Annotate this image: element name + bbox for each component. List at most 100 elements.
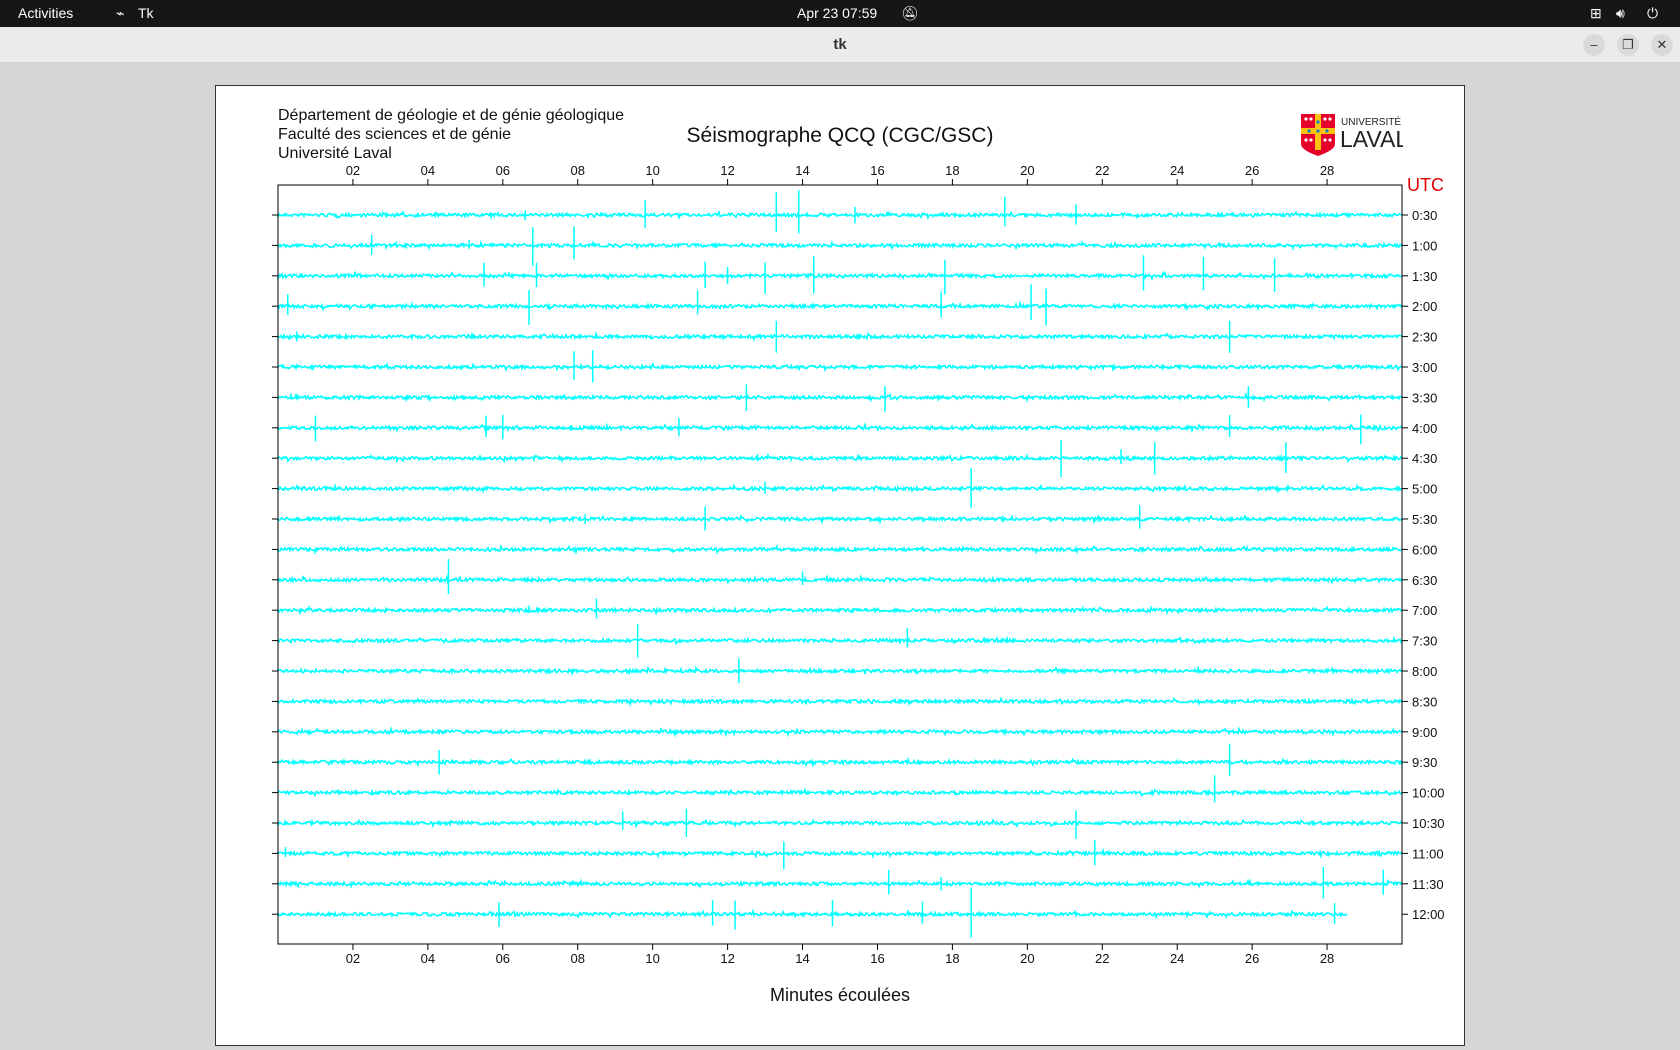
x-tick-label-bottom: 24 [1170,951,1184,966]
x-tick-label-bottom: 08 [570,951,584,966]
x-axis-label: Minutes écoulées [770,985,910,1005]
x-tick-label-top: 10 [645,163,659,178]
trace-row [277,453,1403,464]
x-tick-label-top: 08 [570,163,584,178]
row-time-label: 8:00 [1412,664,1437,679]
top-bar: Activities ⌁ Tk Apr 23 07:59 🔕︎ ⊞ 🔊︎ ⏻ [0,0,1680,27]
x-tick-label-top: 18 [945,163,959,178]
trace-row [277,908,1348,920]
clock[interactable]: Apr 23 07:59 [797,5,878,21]
x-tick-label-bottom: 20 [1020,951,1034,966]
trace-row [277,361,1403,373]
row-time-label: 2:00 [1412,299,1437,314]
activities-button[interactable]: Activities [18,5,74,21]
row-time-label: 7:00 [1412,603,1437,618]
x-tick-label-top: 04 [421,163,435,178]
seismograph-canvas: Département de géologie et de génie géol… [215,85,1465,1046]
x-tick-label-top: 20 [1020,163,1034,178]
x-tick-label-bottom: 14 [795,951,809,966]
row-time-label: 2:30 [1412,330,1437,345]
universite-laval-logo: UNIVERSITÉ LAVAL [1301,114,1403,156]
row-time-label: 3:30 [1412,390,1437,405]
x-tick-label-top: 26 [1245,163,1259,178]
trace-row [277,756,1403,768]
chart-title: Séismographe QCQ (CGC/GSC) [686,124,994,147]
trace-row [277,696,1403,707]
trace-row [277,725,1403,738]
row-time-label: 11:00 [1412,846,1444,861]
power-icon[interactable]: ⏻ [1647,5,1659,21]
row-time-label: 10:00 [1412,786,1445,801]
trace-row [277,605,1403,616]
trace-row [277,514,1403,526]
trace-row [277,209,1403,221]
trace-row [277,665,1403,677]
utc-label: UTC [1407,175,1444,195]
x-tick-label-top: 12 [720,163,734,178]
x-tick-label-top: 28 [1320,163,1334,178]
window-title: tk [833,36,847,53]
x-tick-label-bottom: 10 [645,951,659,966]
x-tick-label-bottom: 28 [1320,951,1334,966]
row-time-label: 5:00 [1412,482,1437,497]
x-tick-label-bottom: 12 [720,951,734,966]
row-time-label: 5:30 [1412,512,1437,527]
row-time-label: 4:30 [1412,451,1437,466]
logo-text-laval: LAVAL [1340,126,1403,152]
notifications-off-icon: 🔕︎ [901,5,919,21]
row-time-label: 10:30 [1412,816,1445,831]
x-tick-label-top: 02 [346,163,360,178]
window-titlebar: tk – ❐ ✕ [0,27,1680,63]
trace-row [277,847,1403,859]
trace-row [277,878,1403,889]
x-tick-label-bottom: 26 [1245,951,1259,966]
row-time-label: 7:30 [1412,634,1437,649]
trace-row [277,421,1403,434]
trace-row [277,787,1403,798]
close-button[interactable]: ✕ [1651,34,1673,56]
restore-button[interactable]: ❐ [1617,34,1639,56]
trace-row [277,573,1403,586]
x-tick-label-top: 14 [795,163,809,178]
volume-icon[interactable]: 🔊︎ [1616,5,1625,21]
network-icon[interactable]: ⊞ [1590,5,1602,21]
trace-row [277,391,1403,403]
row-time-label: 11:30 [1412,877,1444,892]
faculty-label: Faculté des sciences et de génie [278,126,512,143]
row-time-label: 6:30 [1412,573,1437,588]
minimize-button[interactable]: – [1583,34,1605,56]
x-tick-label-top: 22 [1095,163,1109,178]
trace-row [277,300,1403,312]
row-time-label: 1:00 [1412,238,1437,253]
row-time-label: 12:00 [1412,907,1445,922]
trace-row [277,544,1403,556]
trace-row [277,270,1403,282]
row-time-label: 9:00 [1412,725,1437,740]
row-time-label: 4:00 [1412,421,1437,436]
x-tick-label-bottom: 02 [346,951,360,966]
trace-row [277,818,1403,829]
x-tick-label-bottom: 22 [1095,951,1109,966]
x-tick-label-bottom: 18 [945,951,959,966]
x-tick-label-bottom: 06 [496,951,510,966]
trace-row [277,482,1403,494]
x-tick-label-top: 24 [1170,163,1184,178]
trace-row [277,239,1403,251]
plot-frame [277,184,1403,945]
logo-text-universite: UNIVERSITÉ [1341,115,1401,128]
seismogram-plot: 0:30 1:00 1:30 2:00 2:30 3:00 3:30 4:00 4:30 5:00… [272,163,1445,1005]
trace-row [277,330,1403,342]
app-menu[interactable]: Tk [138,5,154,21]
university-label: Université Laval [278,145,392,162]
x-tick-label-top: 16 [870,163,884,178]
x-tick-label-top: 06 [496,163,510,178]
app-menu-icon[interactable]: ⌁ [116,5,125,21]
row-time-label: 0:30 [1412,208,1437,223]
row-time-label: 1:30 [1412,269,1437,284]
trace-row [277,635,1403,646]
x-tick-label-bottom: 16 [870,951,884,966]
row-time-label: 9:30 [1412,755,1437,770]
department-label: Département de géologie et de génie géol… [278,107,625,124]
row-time-label: 3:00 [1412,360,1437,375]
row-time-label: 8:30 [1412,694,1437,709]
